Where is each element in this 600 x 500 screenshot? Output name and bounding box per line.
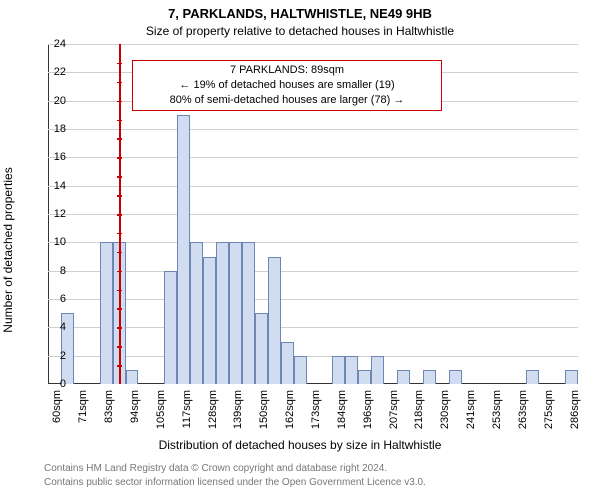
reference-tick	[117, 63, 122, 65]
info-box-line: ← 19% of detached houses are smaller (19…	[137, 78, 437, 93]
x-tick-label: 263sqm	[517, 390, 529, 440]
y-tick-label: 6	[36, 293, 66, 305]
x-tick-label: 162sqm	[284, 390, 296, 440]
y-tick-label: 18	[36, 123, 66, 135]
x-tick-label: 60sqm	[51, 390, 63, 440]
gridline	[48, 242, 578, 243]
chart-title: 7, PARKLANDS, HALTWHISTLE, NE49 9HB	[0, 6, 600, 21]
attribution-line2: Contains public sector information licen…	[44, 476, 426, 490]
reference-tick	[117, 327, 122, 329]
reference-tick	[117, 308, 122, 310]
histogram-bar	[281, 342, 294, 385]
histogram-bar	[126, 370, 139, 384]
x-tick-label: 71sqm	[77, 390, 89, 440]
histogram-bar	[565, 370, 578, 384]
y-tick-label: 20	[36, 95, 66, 107]
reference-tick	[117, 101, 122, 103]
attribution-line1: Contains HM Land Registry data © Crown c…	[44, 462, 426, 476]
reference-tick	[117, 271, 122, 273]
gridline	[48, 356, 578, 357]
reference-tick	[117, 138, 122, 140]
histogram-bar	[203, 257, 216, 385]
histogram-bar	[423, 370, 436, 384]
y-tick-label: 0	[36, 378, 66, 390]
info-box: 7 PARKLANDS: 89sqm← 19% of detached hous…	[132, 60, 442, 111]
reference-tick	[117, 195, 122, 197]
histogram-bar	[397, 370, 410, 384]
info-box-line: 80% of semi-detached houses are larger (…	[137, 93, 437, 108]
reference-tick	[117, 346, 122, 348]
reference-tick	[117, 176, 122, 178]
histogram-bar	[332, 356, 345, 384]
y-tick-label: 4	[36, 321, 66, 333]
x-tick-label: 241sqm	[465, 390, 477, 440]
x-tick-label: 275sqm	[543, 390, 555, 440]
y-tick-label: 8	[36, 265, 66, 277]
chart-container: 7, PARKLANDS, HALTWHISTLE, NE49 9HB Size…	[0, 0, 600, 500]
gridline	[48, 214, 578, 215]
histogram-bar	[449, 370, 462, 384]
reference-tick	[117, 157, 122, 159]
x-tick-label: 184sqm	[336, 390, 348, 440]
reference-tick	[117, 290, 122, 292]
gridline	[48, 271, 578, 272]
reference-tick	[117, 365, 122, 367]
x-tick-label: 173sqm	[310, 390, 322, 440]
histogram-bar	[294, 356, 307, 384]
histogram-bar	[100, 242, 113, 384]
x-tick-label: 105sqm	[155, 390, 167, 440]
histogram-bar	[164, 271, 177, 384]
histogram-bar	[229, 242, 242, 384]
y-tick-label: 14	[36, 180, 66, 192]
histogram-bar	[177, 115, 190, 384]
histogram-bar	[268, 257, 281, 385]
reference-tick	[117, 233, 122, 235]
histogram-bar	[358, 370, 371, 384]
x-tick-label: 83sqm	[103, 390, 115, 440]
reference-tick	[117, 120, 122, 122]
x-tick-label: 253sqm	[491, 390, 503, 440]
gridline	[48, 129, 578, 130]
histogram-bar	[526, 370, 539, 384]
attribution-text: Contains HM Land Registry data © Crown c…	[44, 462, 426, 489]
x-tick-label: 207sqm	[388, 390, 400, 440]
histogram-bar	[255, 313, 268, 384]
x-tick-label: 94sqm	[129, 390, 141, 440]
x-tick-label: 139sqm	[232, 390, 244, 440]
gridline	[48, 186, 578, 187]
chart-subtitle: Size of property relative to detached ho…	[0, 24, 600, 38]
y-tick-label: 12	[36, 208, 66, 220]
gridline	[48, 299, 578, 300]
y-tick-label: 24	[36, 38, 66, 50]
reference-tick	[117, 214, 122, 216]
y-tick-label: 2	[36, 350, 66, 362]
reference-tick	[117, 82, 122, 84]
gridline	[48, 44, 578, 45]
x-tick-label: 230sqm	[439, 390, 451, 440]
reference-tick	[117, 252, 122, 254]
y-tick-label: 22	[36, 66, 66, 78]
x-tick-label: 128sqm	[207, 390, 219, 440]
histogram-bar	[242, 242, 255, 384]
gridline	[48, 327, 578, 328]
x-tick-label: 150sqm	[258, 390, 270, 440]
info-box-line: 7 PARKLANDS: 89sqm	[137, 63, 437, 78]
histogram-bar	[345, 356, 358, 384]
plot-area: 7 PARKLANDS: 89sqm← 19% of detached hous…	[48, 44, 578, 384]
histogram-bar	[190, 242, 203, 384]
x-tick-label: 117sqm	[181, 390, 193, 440]
histogram-bar	[216, 242, 229, 384]
histogram-bar	[371, 356, 384, 384]
x-axis-label: Distribution of detached houses by size …	[0, 438, 600, 452]
x-tick-label: 218sqm	[413, 390, 425, 440]
y-axis-label: Number of detached properties	[1, 167, 15, 332]
x-tick-label: 196sqm	[362, 390, 374, 440]
y-tick-label: 10	[36, 236, 66, 248]
x-tick-label: 286sqm	[569, 390, 581, 440]
y-tick-label: 16	[36, 151, 66, 163]
gridline	[48, 157, 578, 158]
